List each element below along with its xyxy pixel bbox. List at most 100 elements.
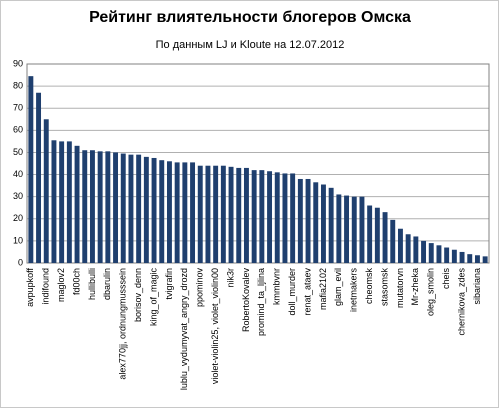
chart-subtitle: По данным LJ и Kloute на 12.07.2012	[156, 39, 345, 51]
bar	[43, 119, 49, 264]
bar	[166, 161, 172, 263]
x-tick-label: kmmbvnr	[272, 268, 282, 305]
bar	[451, 249, 457, 263]
bar	[213, 165, 219, 263]
bar	[374, 207, 380, 263]
x-tick-label: king_of_magic	[148, 268, 158, 327]
bar	[413, 236, 419, 263]
bar	[182, 162, 188, 263]
chart-title: Рейтинг влиятельности блогеров Омска	[89, 9, 411, 26]
x-tick-label: borisov_denn	[133, 268, 143, 322]
x-tick-label: ppominov	[195, 268, 205, 308]
bar	[205, 165, 211, 263]
bar	[243, 167, 249, 263]
bar	[344, 195, 350, 263]
bar	[105, 151, 111, 263]
bar	[290, 173, 296, 263]
bar	[305, 178, 311, 263]
bar	[36, 92, 42, 263]
y-tick-label: 30	[13, 191, 23, 201]
x-tick-label: maglov2	[56, 268, 66, 302]
bar	[320, 184, 326, 263]
bar	[197, 165, 203, 263]
bar	[336, 194, 342, 263]
bar	[397, 228, 403, 263]
y-tick-label: 10	[13, 235, 23, 245]
x-tick-label: stasomsk	[379, 268, 389, 307]
bar	[297, 178, 303, 263]
bar	[89, 150, 95, 263]
bar	[151, 157, 157, 263]
bar	[174, 162, 180, 263]
bar	[313, 182, 319, 263]
y-tick-label: 50	[13, 147, 23, 157]
y-tick-label: 70	[13, 103, 23, 113]
x-tick-label: cheomsk	[364, 268, 374, 305]
x-tick-label: Mr-zheka	[410, 268, 420, 306]
x-tick-label: indifound	[41, 268, 51, 305]
x-tick-label: avpupkoff	[25, 268, 35, 307]
x-tick-label: alex770jj, ordnungmusssein	[118, 268, 128, 380]
x-tick-label: doll_murder	[287, 268, 297, 316]
y-tick-label: 90	[13, 58, 23, 68]
bar	[382, 212, 388, 263]
bar	[120, 153, 126, 263]
bar	[236, 167, 242, 263]
bar	[467, 254, 473, 263]
bar	[128, 154, 134, 263]
bar	[444, 247, 450, 263]
bar	[328, 187, 334, 263]
x-tick-label: tvigrafin	[164, 268, 174, 300]
plot-border	[26, 63, 490, 264]
y-tick-label: 80	[13, 80, 23, 90]
bar	[459, 251, 465, 263]
bar	[113, 152, 119, 263]
x-tick-label: dbarulin	[102, 268, 112, 300]
bar	[59, 141, 65, 263]
y-tick-label: 60	[13, 125, 23, 135]
bar	[74, 145, 80, 263]
x-tick-label: RobertoKovalev	[241, 268, 251, 333]
bar	[143, 156, 149, 263]
y-tick-label: 20	[13, 213, 23, 223]
bar	[190, 162, 196, 263]
bar	[274, 172, 280, 263]
x-tick-label: cheis	[441, 268, 451, 290]
y-tick-label: 0	[18, 257, 23, 267]
bar	[405, 234, 411, 263]
bar	[228, 166, 234, 263]
x-tick-label: sibariana	[472, 268, 482, 305]
bar	[259, 170, 265, 263]
bar	[251, 170, 257, 263]
x-tick-label: glam_evil	[333, 268, 343, 306]
bar	[421, 240, 427, 263]
bar	[51, 140, 57, 263]
bar	[428, 243, 434, 263]
y-tick-label: 40	[13, 169, 23, 179]
bar	[474, 255, 480, 263]
bar	[367, 205, 373, 263]
bar	[282, 173, 288, 263]
x-tick-label: inetmakers	[349, 268, 359, 313]
bar	[136, 154, 142, 263]
x-tick-label: chernikova_zdes	[456, 268, 466, 336]
bar	[351, 196, 357, 263]
bar	[66, 141, 72, 263]
x-tick-label: hullibulli	[87, 268, 97, 300]
x-tick-label: fd00ch	[71, 268, 81, 295]
x-tick-label: oleg_smolin	[426, 268, 436, 316]
bar	[482, 256, 488, 263]
bar	[220, 165, 226, 263]
bar	[82, 150, 88, 263]
x-tick-label: renat_ataev	[302, 268, 312, 316]
bar	[390, 219, 396, 263]
x-tick-label: nik3r	[225, 268, 235, 288]
bar	[436, 245, 442, 263]
bar	[28, 76, 34, 264]
x-tick-label: promind_ta_ljlina	[256, 268, 266, 336]
x-tick-label: violet-violin25, violet_violin00	[210, 268, 220, 384]
bar	[359, 196, 365, 263]
bar	[97, 151, 103, 263]
x-tick-label: mafia2102	[318, 268, 328, 310]
